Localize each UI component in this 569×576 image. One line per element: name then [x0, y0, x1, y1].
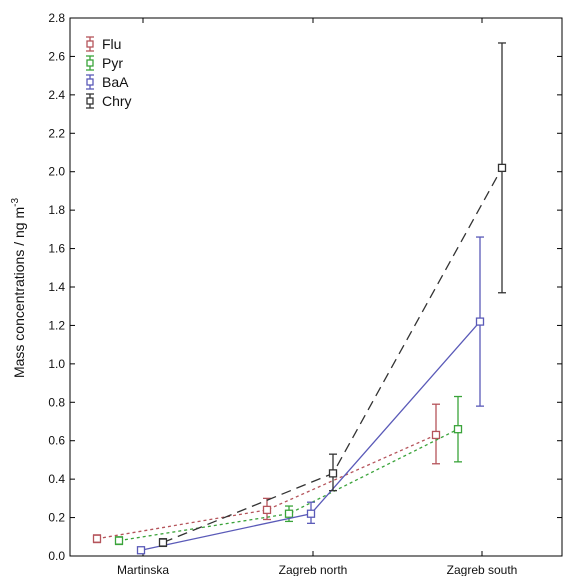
data-point [497, 163, 507, 173]
y-tick-label: 1.8 [48, 203, 65, 217]
y-axis-ticks: 0.0 0.2 0.4 0.6 0.8 1.0 1.2 1.4 1.6 1.8 2.0 2.2 2.4 2… [48, 11, 562, 563]
data-point [306, 509, 316, 518]
y-tick-label: 2.2 [48, 126, 65, 140]
y-tick-label: 0.0 [48, 549, 65, 563]
series-line-pyr [118, 428, 459, 542]
data-point [114, 536, 124, 545]
y-tick-label: 0.2 [48, 511, 65, 525]
data-point [453, 425, 463, 434]
legend-label: Flu [102, 36, 121, 52]
series-layer [92, 42, 507, 555]
legend-item-flu: Flu [86, 36, 121, 52]
y-tick-label: 2.6 [48, 49, 65, 63]
y-axis-title-main: Mass concentrations / ng m [11, 207, 27, 378]
legend-marker [86, 59, 94, 67]
x-tick-label: Zagreb north [279, 563, 348, 576]
data-point [431, 430, 441, 440]
y-tick-label: 0.4 [48, 472, 65, 486]
legend-marker [86, 78, 94, 86]
series-baa [136, 236, 485, 555]
y-tick-label: 0.6 [48, 434, 65, 448]
y-tick-label: 1.2 [48, 318, 65, 332]
legend-marker [86, 97, 94, 105]
plot-frame [69, 17, 563, 557]
data-point [92, 534, 102, 543]
y-tick-label: 2.8 [48, 11, 65, 25]
legend-label: Pyr [102, 55, 123, 71]
legend-label: Chry [102, 93, 132, 109]
data-point [136, 546, 146, 555]
y-axis-title-sup: -3 [10, 198, 21, 207]
axes [69, 17, 563, 557]
series-pyr [114, 395, 463, 546]
x-tick-label: Zagreb south [447, 563, 518, 576]
data-point [284, 509, 294, 518]
legend: Flu Pyr BaA Chry [86, 36, 132, 109]
y-tick-label: 1.0 [48, 357, 65, 371]
data-point [158, 538, 168, 547]
data-point [262, 505, 272, 515]
data-point [328, 469, 338, 478]
series-flu [92, 403, 441, 544]
y-tick-label: 2.4 [48, 88, 65, 102]
legend-item-baa: BaA [86, 74, 129, 90]
y-tick-label: 1.6 [48, 242, 65, 256]
legend-item-pyr: Pyr [86, 55, 123, 71]
x-axis-ticks: Martinska Zagreb north Zagreb south [117, 18, 517, 576]
legend-item-chry: Chry [86, 93, 132, 109]
legend-label: BaA [102, 74, 129, 90]
series-line-flu [96, 434, 437, 540]
y-tick-label: 2.0 [48, 165, 65, 179]
y-tick-label: 1.4 [48, 280, 65, 294]
y-axis-title: Mass concentrations / ng m-3 [10, 198, 27, 379]
series-chry [158, 42, 507, 548]
x-tick-label: Martinska [117, 563, 169, 576]
legend-marker [86, 40, 94, 48]
y-tick-label: 0.8 [48, 395, 65, 409]
data-point [475, 317, 485, 326]
